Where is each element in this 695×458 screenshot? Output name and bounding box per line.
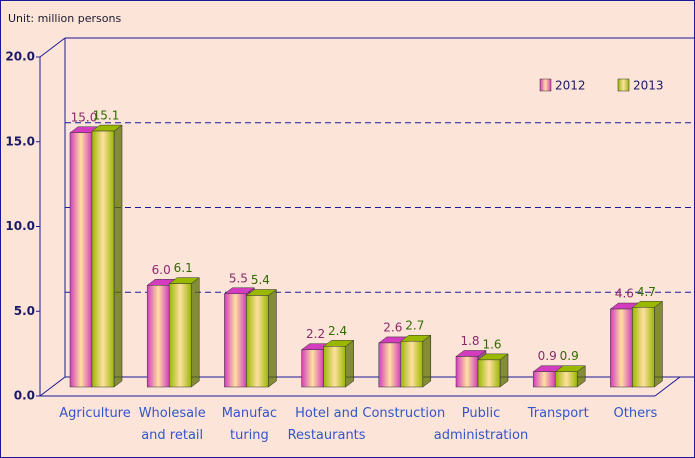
x-tick-label-line: Public [462,406,500,421]
bar [400,340,424,388]
x-tick-label: Public administration [434,406,528,443]
floor-connector [39,376,66,397]
x-tick-label: Manufac turing [222,406,277,443]
bar [246,295,269,388]
bar [323,346,346,388]
legend-swatch [617,78,630,92]
value-label: 6.0 [152,263,171,277]
x-tick-label-line: turing [230,428,269,443]
value-label: 0.9 [560,349,579,363]
value-label: 2.7 [405,319,424,333]
bar-side [113,124,123,388]
bar-side [654,300,663,388]
x-tick-label-line: and retail [141,428,203,443]
bar [554,371,578,388]
legend-swatch [539,78,552,92]
value-label: 6.1 [174,261,193,275]
bar [168,283,192,388]
x-tick-label-line: Agriculture [59,406,131,421]
x-tick-label-line: Construction [362,406,445,421]
bar [532,371,556,388]
x-tick-label-line: administration [434,428,528,443]
value-label: 4.7 [637,285,656,299]
x-tick-label-line: Manufac [222,406,277,421]
bar [224,293,247,388]
x-tick-label-line: Hotel and [295,406,358,421]
value-label: 1.6 [482,337,501,351]
bar [632,307,655,388]
floor-connector [654,376,681,397]
x-tick-label: Hotel and Restaurants [288,406,366,443]
x-tick-label-line: Wholesale [139,406,206,421]
unit-label: Unit: million persons [8,12,121,25]
bar-side [268,288,277,388]
value-label: 15.0 [71,110,98,124]
x-tick-label: Wholesale and retail [139,406,206,443]
legend-label: 2013 [633,79,664,93]
top-connector [39,37,66,58]
value-label: 4.6 [615,287,634,301]
bar [69,132,93,388]
bar-side [422,334,432,388]
y-tick-label: 20.0 [5,50,35,64]
bar [455,356,479,388]
bar [146,285,170,388]
x-tick-label: Construction [362,406,445,421]
value-label: 15.1 [93,109,120,123]
x-tick-label-line: Transport [527,406,589,421]
bar-side [345,339,354,388]
y-tick-label: 15.0 [5,134,35,148]
value-label: 1.8 [460,334,479,348]
legend-label: 2012 [555,79,586,93]
bar [378,342,402,388]
bar-side [190,277,200,388]
x-tick-label: Transport [527,406,589,421]
value-label: 5.4 [251,273,270,287]
value-label: 2.4 [328,324,347,338]
x-tick-label-line: Others [614,406,658,421]
x-tick-label: Agriculture [59,406,131,421]
y-tick-label: 0.0 [14,389,35,403]
bar [301,349,324,388]
value-label: 0.9 [538,349,557,363]
y-tick-label: 5.0 [14,304,35,318]
value-label: 2.6 [383,320,402,334]
bar [91,130,115,388]
value-label: 5.5 [229,271,248,285]
bar [477,359,501,388]
bar [610,308,633,388]
y-tick-label: 10.0 [5,219,35,233]
x-tick-label-line: Restaurants [288,428,366,443]
x-tick-label: Others [614,406,658,421]
value-label: 2.2 [306,327,325,341]
